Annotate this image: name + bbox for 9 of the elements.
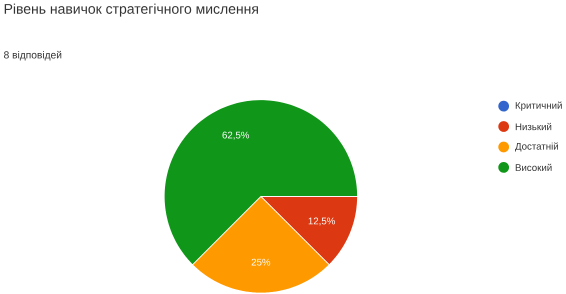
- legend-label: Низький: [516, 123, 552, 130]
- data-label: 62,5%: [222, 132, 250, 140]
- data-label: 25%: [252, 258, 270, 266]
- chart-title: Рівень навичок стратегічного мислення: [4, 4, 258, 17]
- text: 8 відповідей: [4, 51, 62, 61]
- legend-label: Критичний: [516, 102, 562, 111]
- data-label: 12,5%: [308, 218, 335, 226]
- legend-label: Достатній: [515, 142, 558, 152]
- legend-label: Високий: [516, 164, 552, 172]
